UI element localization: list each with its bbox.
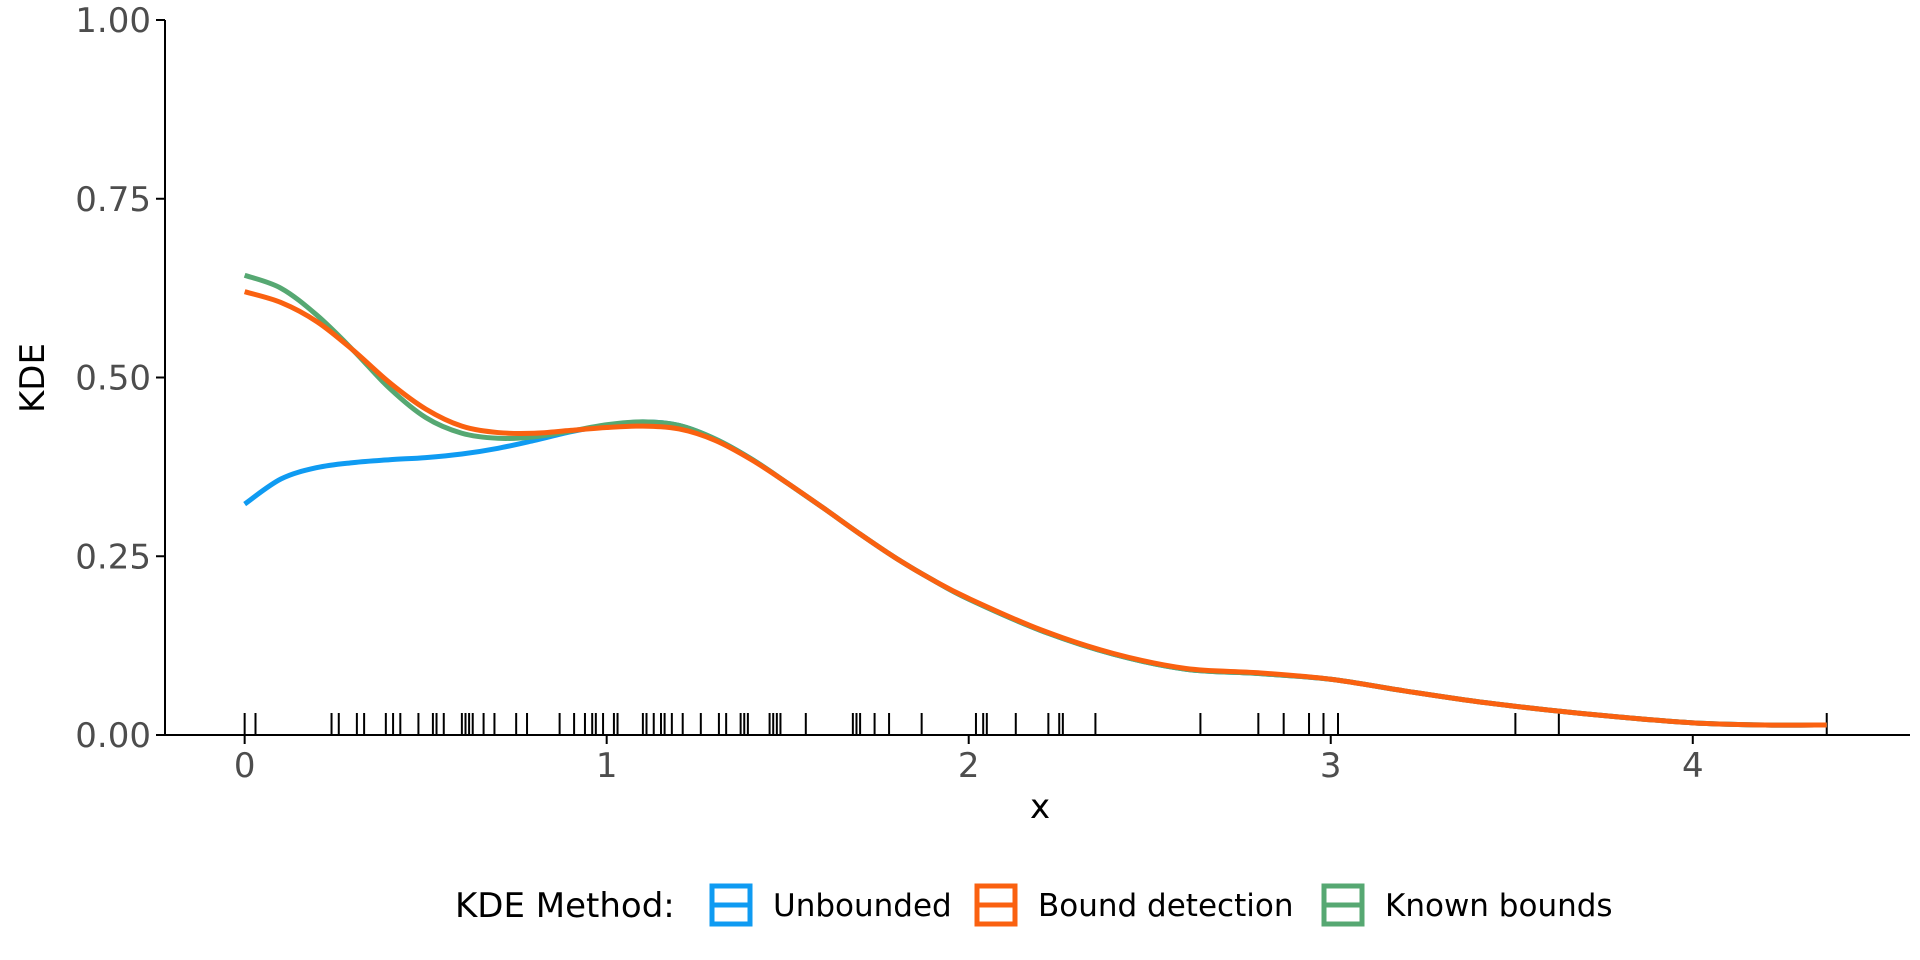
y-tick-label: 0.00 [75, 716, 151, 756]
legend-label-bound-detection: Bound detection [1038, 888, 1293, 924]
x-tick-label: 2 [958, 746, 980, 786]
y-axis: 0.00 0.25 0.50 0.75 1.00 [75, 1, 166, 756]
x-tick-label: 3 [1320, 746, 1342, 786]
legend-key-bound-detection [974, 883, 1018, 927]
series-line-bound-detection [243, 289, 1827, 728]
legend-key-unbounded [709, 883, 753, 927]
series-line-unbounded [243, 419, 1827, 728]
x-tick-label: 4 [1682, 746, 1704, 786]
y-tick-label: 0.25 [75, 537, 151, 577]
series-lines [243, 272, 1827, 728]
legend-label-known-bounds: Known bounds [1385, 888, 1613, 924]
rug-marks [243, 713, 1828, 735]
series-line-known-bounds [243, 272, 1827, 728]
legend-label-unbounded: Unbounded [773, 888, 952, 924]
y-tick-label: 1.00 [75, 1, 151, 41]
y-tick-label: 0.50 [75, 359, 151, 399]
x-tick-label: 0 [234, 746, 256, 786]
x-axis-title: x [1030, 787, 1050, 827]
y-axis-title: KDE [13, 343, 53, 413]
legend: KDE Method: Unbounded Bound detection Known… [455, 883, 1613, 927]
legend-key-known-bounds [1321, 883, 1365, 927]
y-tick-label: 0.75 [75, 180, 151, 220]
legend-title: KDE Method: [455, 886, 675, 926]
x-tick-label: 1 [596, 746, 618, 786]
x-axis: 0 1 2 3 4 [165, 734, 1910, 786]
